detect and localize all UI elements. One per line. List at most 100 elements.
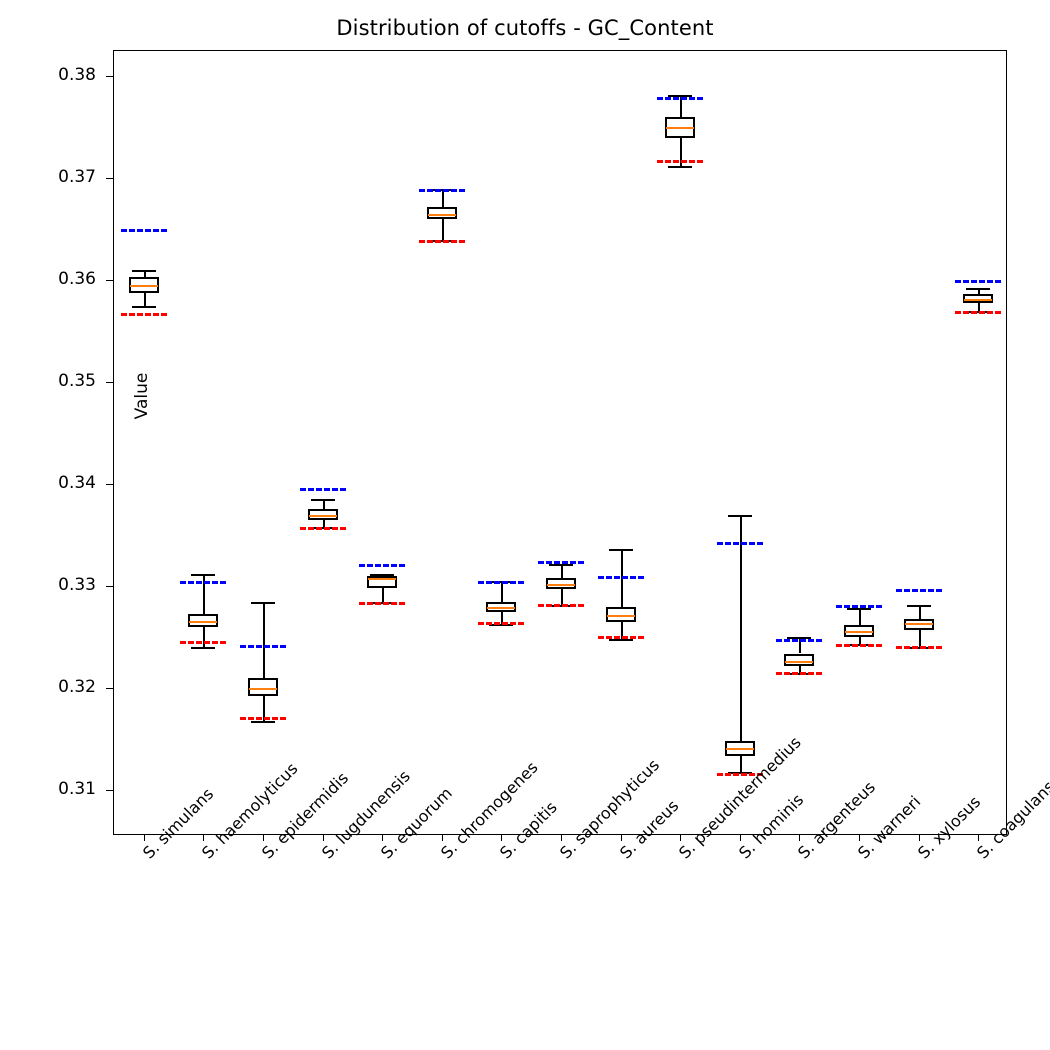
- x-axis-tick: [561, 834, 562, 841]
- whisker-upper: [441, 188, 444, 207]
- y-axis-tick-label: 0.38: [58, 65, 96, 86]
- y-axis-tick: [106, 76, 114, 78]
- upper-cutoff-line: [538, 560, 584, 564]
- y-axis-tick-label: 0.32: [58, 677, 96, 698]
- upper-cutoff-line: [120, 229, 167, 233]
- whisker-lower: [382, 588, 385, 602]
- upper-cutoff-line: [657, 96, 704, 100]
- cap-upper: [251, 601, 275, 604]
- cap-lower: [668, 166, 693, 169]
- boxplot-item: [114, 51, 1008, 834]
- whisker-lower: [322, 519, 325, 528]
- cap-lower: [251, 720, 275, 723]
- whisker-upper: [263, 601, 265, 678]
- cap-upper: [310, 498, 335, 501]
- box-iqr: [546, 578, 576, 590]
- lower-cutoff-line: [120, 313, 167, 316]
- upper-cutoff-line: [895, 589, 942, 593]
- whisker-lower: [263, 696, 265, 721]
- cap-upper: [906, 604, 931, 607]
- boxplot-item: [114, 51, 1008, 834]
- y-axis-tick: [106, 280, 114, 282]
- lower-cutoff-line: [180, 641, 227, 645]
- cap-lower: [191, 647, 216, 650]
- boxplot-item: [114, 51, 1008, 834]
- median-line: [845, 631, 873, 634]
- y-axis-tick-label: 0.33: [58, 575, 96, 596]
- lower-cutoff-line: [955, 310, 1002, 314]
- box-iqr: [248, 677, 278, 697]
- x-axis-tick: [263, 834, 264, 841]
- x-axis-tick: [739, 834, 741, 841]
- upper-cutoff-line: [478, 581, 525, 585]
- y-axis-tick-label: 0.37: [58, 167, 96, 188]
- x-axis-tick: [680, 834, 682, 841]
- boxplot-item: [114, 51, 1008, 834]
- lower-cutoff-line: [359, 601, 406, 605]
- whisker-lower: [143, 292, 146, 306]
- upper-cutoff-line: [597, 576, 644, 580]
- median-line: [606, 614, 635, 617]
- boxplot-item: [114, 51, 1008, 834]
- cap-upper: [847, 607, 871, 610]
- upper-cutoff-line: [955, 280, 1002, 284]
- upper-cutoff-line: [240, 645, 286, 649]
- y-axis-tick: [106, 178, 114, 180]
- cap-upper: [966, 287, 991, 290]
- lower-cutoff-line: [538, 603, 584, 607]
- whisker-upper: [859, 607, 861, 625]
- whisker-upper: [322, 498, 325, 509]
- upper-cutoff-line: [299, 488, 346, 492]
- whisker-lower: [680, 137, 683, 167]
- y-axis-tick: [106, 484, 114, 486]
- y-axis-tick: [106, 586, 114, 588]
- cap-upper: [370, 573, 395, 576]
- boxplot-item: [114, 51, 1008, 834]
- lower-cutoff-line: [478, 621, 525, 625]
- whisker-lower: [918, 630, 921, 648]
- median-line: [785, 660, 814, 663]
- lower-cutoff-line: [240, 716, 286, 720]
- cap-lower: [727, 771, 752, 774]
- boxplot-item: [114, 51, 1008, 834]
- whisker-lower: [441, 219, 444, 240]
- median-line: [487, 606, 516, 609]
- x-axis-tick: [978, 834, 980, 841]
- whisker-upper: [978, 287, 981, 294]
- cap-upper: [549, 563, 573, 566]
- x-axis-tick: [143, 834, 145, 841]
- x-axis-tick: [203, 834, 205, 841]
- x-axis-tick: [859, 834, 860, 841]
- median-line: [189, 620, 218, 623]
- x-axis-tick: [441, 834, 443, 841]
- whisker-upper: [561, 563, 563, 579]
- upper-cutoff-line: [836, 604, 882, 608]
- y-axis-tick: [106, 688, 114, 690]
- cap-upper: [668, 94, 693, 97]
- cap-upper: [191, 573, 216, 576]
- boxplot-item: [114, 51, 1008, 834]
- upper-cutoff-line: [776, 639, 823, 643]
- cap-upper: [131, 270, 156, 273]
- x-axis-tick: [501, 834, 503, 841]
- whisker-upper: [739, 514, 742, 742]
- whisker-upper: [918, 604, 921, 619]
- whisker-lower: [739, 756, 742, 772]
- median-line: [249, 688, 277, 691]
- whisker-lower: [859, 637, 861, 645]
- y-axis-tick-label: 0.34: [58, 473, 96, 494]
- whisker-upper: [203, 573, 206, 614]
- box-iqr: [605, 606, 636, 622]
- y-axis-tick: [106, 382, 114, 384]
- x-axis-tick: [620, 834, 622, 841]
- whisker-lower: [561, 589, 563, 605]
- y-axis-tick-label: 0.35: [58, 371, 96, 392]
- whisker-lower: [203, 627, 206, 648]
- cap-upper: [608, 548, 633, 551]
- whisker-lower: [501, 611, 504, 624]
- whisker-lower: [799, 665, 802, 673]
- y-axis-tick-label: 0.36: [58, 269, 96, 290]
- x-axis-tick: [322, 834, 324, 841]
- median-line: [666, 127, 695, 130]
